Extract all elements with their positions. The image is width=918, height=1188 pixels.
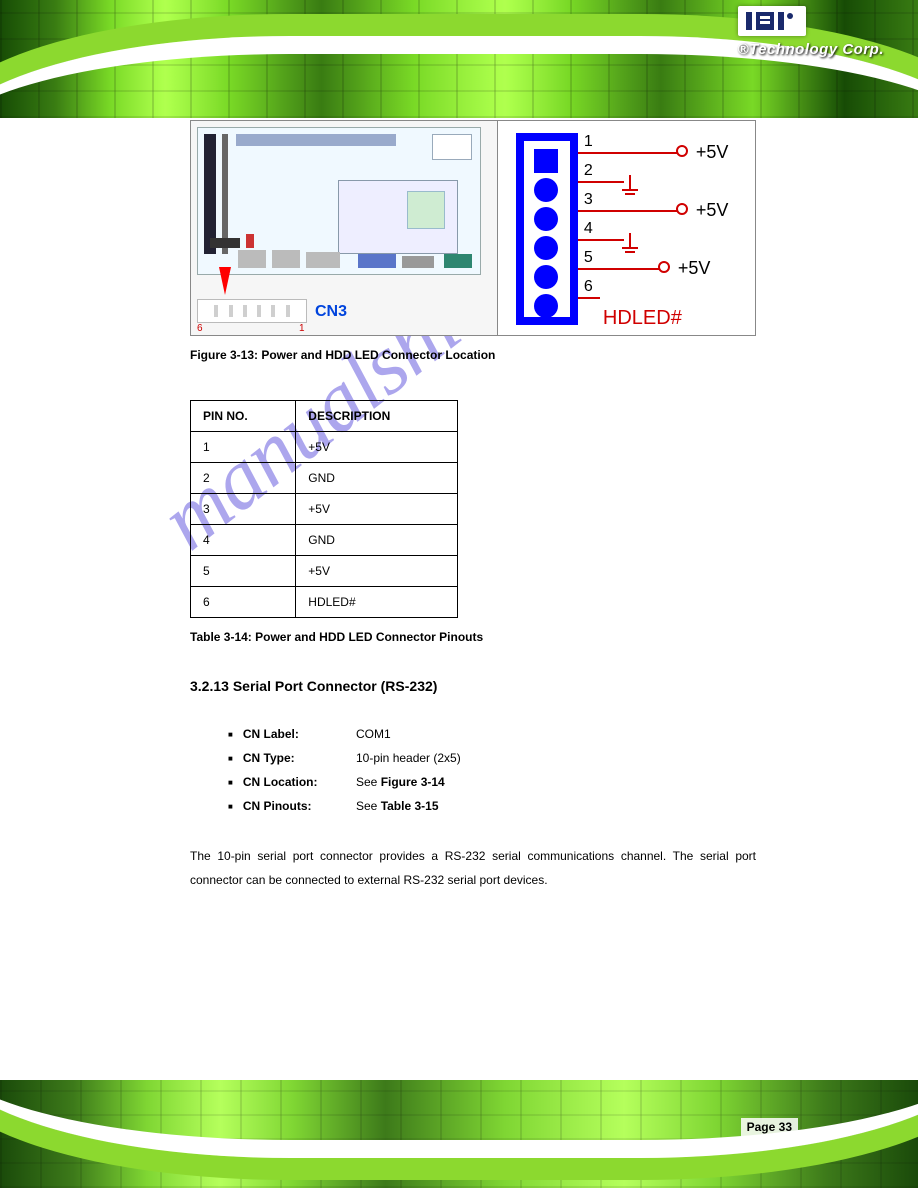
wire-1 bbox=[578, 152, 678, 154]
figure-row: 6 1 CN3 1 2 3 4 5 6 +5V bbox=[190, 120, 756, 336]
vga-port bbox=[358, 254, 396, 268]
page-content: 6 1 CN3 1 2 3 4 5 6 +5V bbox=[190, 120, 756, 892]
section-heading: 3.2.13 Serial Port Connector (RS-232) bbox=[190, 678, 756, 694]
wire-3 bbox=[578, 210, 678, 212]
gnd-2-icon bbox=[622, 175, 638, 195]
spec-key: CN Type: bbox=[228, 746, 356, 770]
th-pin: PIN NO. bbox=[191, 401, 296, 432]
pin-num-3: 3 bbox=[584, 191, 593, 209]
spec-val: See Figure 3-14 bbox=[356, 770, 445, 794]
wire-end-3 bbox=[676, 203, 688, 215]
spec-row: CN Location: See Figure 3-14 bbox=[228, 770, 756, 794]
pin-index-6: 6 bbox=[197, 323, 203, 334]
board-diagram: 6 1 CN3 bbox=[191, 121, 498, 335]
brand-logo: ®Technology Corp. bbox=[738, 6, 885, 58]
port-2 bbox=[272, 250, 300, 268]
cn3-target bbox=[246, 234, 254, 248]
table-row: 6HDLED# bbox=[191, 587, 458, 618]
footer-band: Page 33 bbox=[0, 1080, 918, 1188]
brand-tagline: ®Technology Corp. bbox=[738, 41, 885, 58]
spec-val: See Table 3-15 bbox=[356, 794, 439, 818]
pin-3-icon bbox=[534, 207, 558, 231]
wire-2 bbox=[578, 181, 624, 183]
pin-num-1: 1 bbox=[584, 133, 593, 151]
wire-4 bbox=[578, 239, 624, 241]
edge-connector bbox=[204, 134, 216, 254]
hdr-a bbox=[210, 238, 240, 248]
hdled-label: HDLED# bbox=[603, 307, 682, 330]
power-header bbox=[432, 134, 472, 160]
pin-num-6: 6 bbox=[584, 278, 593, 296]
cf-slot bbox=[338, 180, 458, 254]
connector-body bbox=[516, 133, 578, 325]
wire-5 bbox=[578, 268, 660, 270]
section-paragraph: The 10-pin serial port connector provide… bbox=[190, 844, 756, 892]
table-row: 4GND bbox=[191, 525, 458, 556]
logo-mark bbox=[738, 6, 806, 36]
table-caption: Table 3-14: Power and HDD LED Connector … bbox=[190, 630, 756, 644]
table-row: 5+5V bbox=[191, 556, 458, 587]
port-5 bbox=[444, 254, 472, 268]
spec-row: CN Label: COM1 bbox=[228, 722, 756, 746]
spec-val: 10-pin header (2x5) bbox=[356, 746, 461, 770]
pin-index-1: 1 bbox=[299, 323, 305, 334]
locator-arrow bbox=[219, 267, 231, 295]
spec-key: CN Pinouts: bbox=[228, 794, 356, 818]
pin-num-2: 2 bbox=[584, 162, 593, 180]
sodimm-slot bbox=[236, 134, 396, 146]
pin-1-icon bbox=[534, 149, 558, 173]
pin-2-icon bbox=[534, 178, 558, 202]
pin-lbl-1: +5V bbox=[696, 142, 729, 163]
pinout-table: PIN NO. DESCRIPTION 1+5V 2GND 3+5V 4GND … bbox=[190, 400, 458, 618]
port-1 bbox=[238, 250, 266, 268]
pin-lbl-3: +5V bbox=[696, 200, 729, 221]
section-title: Serial Port Connector (RS-232) bbox=[233, 678, 438, 694]
slot-a bbox=[222, 134, 228, 254]
wire-end-1 bbox=[676, 145, 688, 157]
spec-row: CN Type: 10-pin header (2x5) bbox=[228, 746, 756, 770]
connector-label: CN3 bbox=[315, 303, 347, 321]
port-4 bbox=[402, 256, 434, 268]
th-desc: DESCRIPTION bbox=[296, 401, 458, 432]
cf-chip bbox=[407, 191, 445, 229]
table-row: 2GND bbox=[191, 463, 458, 494]
board-outline bbox=[197, 127, 481, 275]
wire-end-5 bbox=[658, 261, 670, 273]
pinout-diagram: 1 2 3 4 5 6 +5V +5V +5V HDLED# bbox=[498, 121, 755, 335]
pin-6-icon bbox=[534, 294, 558, 318]
pin-4-icon bbox=[534, 236, 558, 260]
spec-list: CN Label: COM1 CN Type: 10-pin header (2… bbox=[228, 722, 756, 818]
pin-num-5: 5 bbox=[584, 249, 593, 267]
port-3 bbox=[306, 252, 340, 268]
pin-5-icon bbox=[534, 265, 558, 289]
pin-num-4: 4 bbox=[584, 220, 593, 238]
header-band: ®Technology Corp. bbox=[0, 0, 918, 118]
spec-row: CN Pinouts: See Table 3-15 bbox=[228, 794, 756, 818]
pin-lbl-5: +5V bbox=[678, 258, 711, 279]
footer-swoosh bbox=[0, 1048, 918, 1158]
connector-callout bbox=[197, 299, 307, 323]
figure-caption: Figure 3-13: Power and HDD LED Connector… bbox=[190, 348, 756, 362]
spec-val: COM1 bbox=[356, 722, 391, 746]
spec-key: CN Location: bbox=[228, 770, 356, 794]
section-number: 3.2.13 bbox=[190, 678, 229, 694]
table-header-row: PIN NO. DESCRIPTION bbox=[191, 401, 458, 432]
page-number: Page 33 bbox=[741, 1118, 798, 1136]
spec-key: CN Label: bbox=[228, 722, 356, 746]
table-row: 3+5V bbox=[191, 494, 458, 525]
wire-6 bbox=[578, 297, 600, 299]
gnd-4-icon bbox=[622, 233, 638, 253]
table-row: 1+5V bbox=[191, 432, 458, 463]
